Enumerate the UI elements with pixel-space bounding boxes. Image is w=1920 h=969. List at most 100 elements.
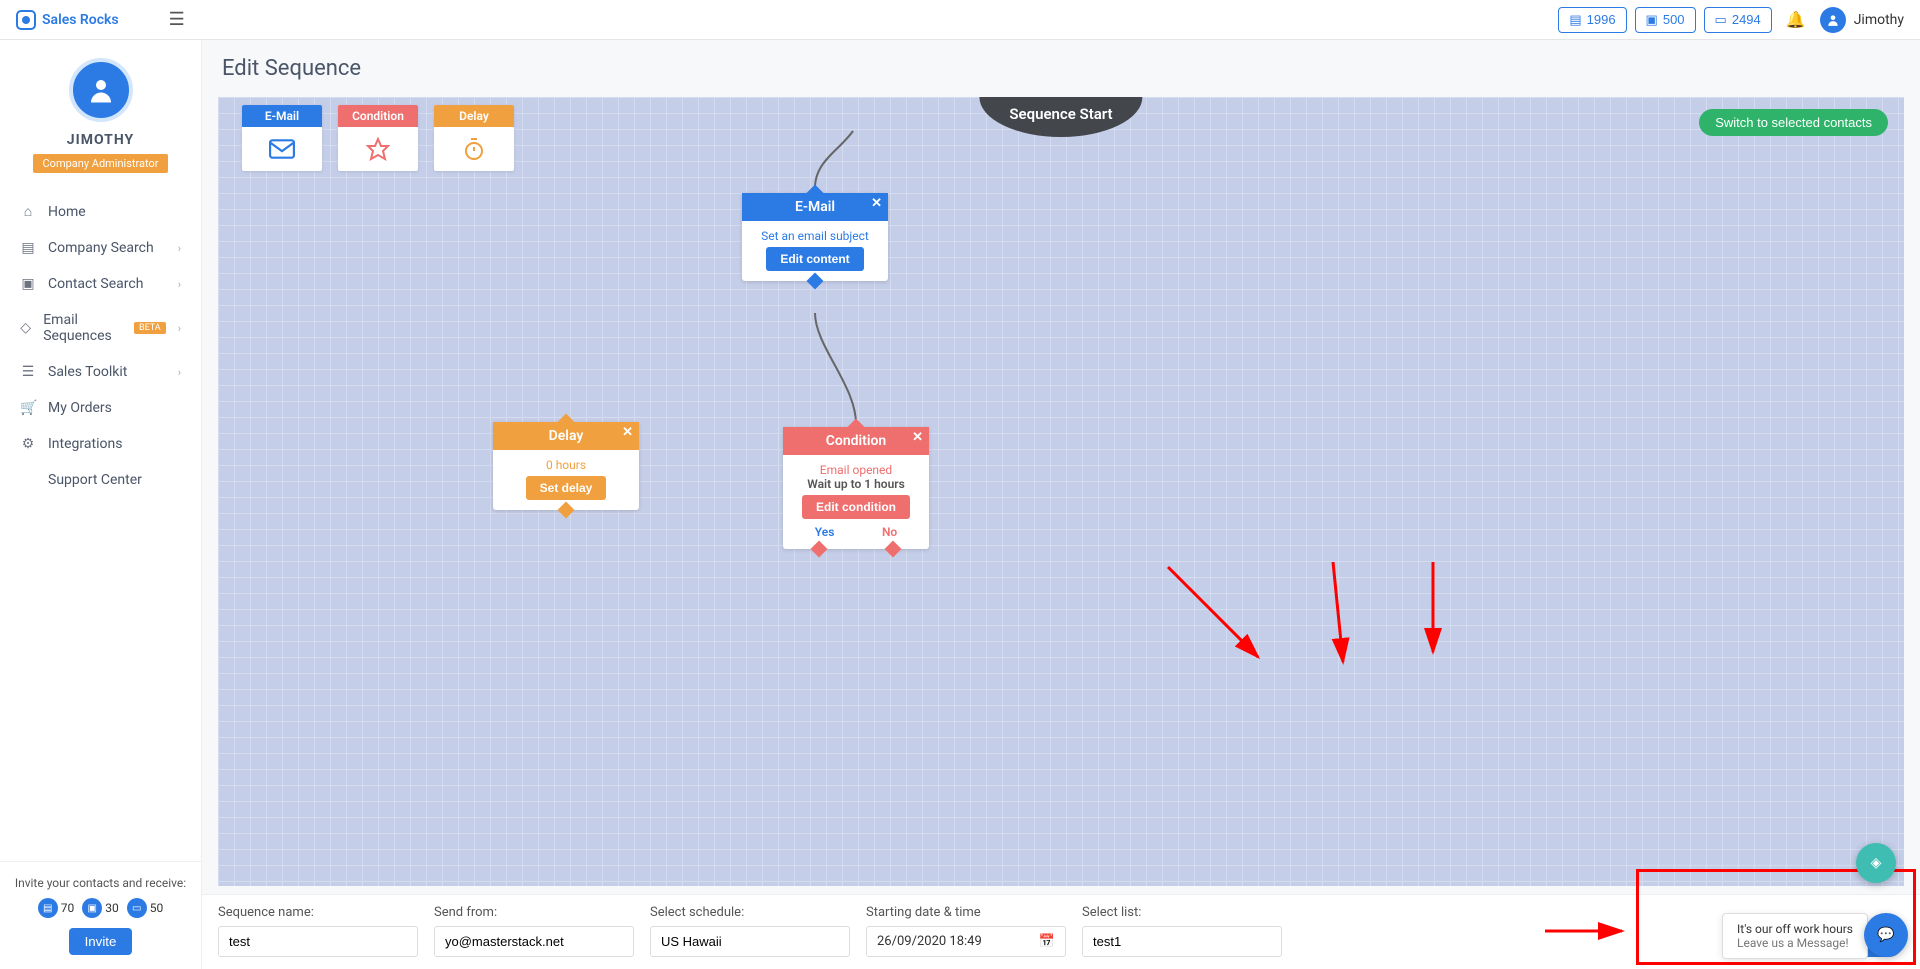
sequence-footer: Sequence name: Send from: Select schedul… <box>202 894 1920 969</box>
palette-label: Condition <box>338 105 418 127</box>
help-icon: ◈ <box>1871 855 1882 871</box>
edit-condition-button[interactable]: Edit condition <box>802 495 910 519</box>
nav-label: My Orders <box>48 400 112 416</box>
palette-condition[interactable]: Condition <box>338 105 418 171</box>
user-avatar-icon <box>1820 7 1846 33</box>
startdt-value: 26/09/2020 18:49 <box>877 934 982 949</box>
node-email[interactable]: E-Mail ✕ Set an email subject Edit conte… <box>742 193 888 281</box>
brand-logo-icon <box>16 10 36 30</box>
nav-support-center[interactable]: Support Center <box>0 462 201 498</box>
nav-my-orders[interactable]: 🛒 My Orders <box>0 390 201 426</box>
profile-name: JIMOTHY <box>10 132 191 148</box>
building-icon: ▤ <box>1569 12 1581 28</box>
nav-email-sequences[interactable]: ◇ Email Sequences BETA › <box>0 302 201 354</box>
sidebar: JIMOTHY Company Administrator ⌂ Home ▤ C… <box>0 40 202 969</box>
role-badge: Company Administrator <box>33 154 169 173</box>
chevron-right-icon: › <box>178 366 181 379</box>
sendfrom-label: Send from: <box>434 905 634 920</box>
close-icon[interactable]: ✕ <box>912 430 923 445</box>
startdt-input[interactable]: 26/09/2020 18:49 📅 <box>866 926 1066 957</box>
contact-icon: ▣ <box>20 276 36 292</box>
palette-email[interactable]: E-Mail <box>242 105 322 171</box>
sequence-start-node: Sequence Start <box>979 97 1142 137</box>
close-icon[interactable]: ✕ <box>622 425 633 440</box>
sequence-icon: ◇ <box>20 320 31 336</box>
canvas-edges <box>218 97 1904 886</box>
nav-company-search[interactable]: ▤ Company Search › <box>0 230 201 266</box>
sidebar-nav: ⌂ Home ▤ Company Search › ▣ Contact Sear… <box>0 193 201 498</box>
set-delay-button[interactable]: Set delay <box>526 476 607 500</box>
seqname-input[interactable] <box>218 926 418 957</box>
chat-icon: 💬 <box>1877 927 1894 943</box>
profile-avatar-icon <box>69 58 133 122</box>
schedule-label: Select schedule: <box>650 905 850 920</box>
nav-label: Support Center <box>48 472 142 488</box>
nav-label: Integrations <box>48 436 122 452</box>
sendfrom-input[interactable] <box>434 926 634 957</box>
stat-credits[interactable]: ▭ 2494 <box>1704 7 1772 33</box>
delay-value: 0 hours <box>501 458 631 472</box>
stat-contacts[interactable]: ▣ 500 <box>1635 7 1696 33</box>
beta-badge: BETA <box>134 322 166 334</box>
notifications-icon[interactable]: 🔔 <box>1780 10 1812 29</box>
stat-contacts-value: 500 <box>1663 12 1685 27</box>
condition-rule: Email opened <box>791 463 921 477</box>
credit-value: 70 <box>61 901 75 915</box>
node-title: E-Mail <box>795 199 835 215</box>
nav-integrations[interactable]: ⚙ Integrations <box>0 426 201 462</box>
stat-companies[interactable]: ▤ 1996 <box>1558 7 1626 33</box>
switch-contacts-button[interactable]: Switch to selected contacts <box>1699 109 1888 136</box>
chat-line1: It's our off work hours <box>1737 922 1853 936</box>
main: Edit Sequence E-Mail Condition Delay Swi… <box>202 40 1920 969</box>
condition-yes[interactable]: Yes <box>815 525 835 539</box>
list-select[interactable] <box>1082 926 1282 957</box>
nav-label: Contact Search <box>48 276 143 292</box>
annotation-arrow <box>1303 552 1363 672</box>
condition-wait: Wait up to 1 hours <box>791 477 921 491</box>
chevron-right-icon: › <box>178 242 181 255</box>
condition-no[interactable]: No <box>882 525 897 539</box>
sidebar-toggle-icon[interactable]: ☰ <box>169 9 185 30</box>
nav-label: Sales Toolkit <box>48 364 127 380</box>
page-title: Edit Sequence <box>202 40 1920 97</box>
brand-logo[interactable]: Sales Rocks <box>16 10 119 30</box>
credit-value: 30 <box>105 901 119 915</box>
email-subject-link[interactable]: Set an email subject <box>750 229 880 243</box>
annotation-arrow <box>1413 552 1453 662</box>
node-condition[interactable]: Condition ✕ Email opened Wait up to 1 ho… <box>783 427 929 549</box>
invite-credits: ▤70 ▣30 ▭50 <box>10 898 191 918</box>
node-title: Condition <box>826 433 887 449</box>
contact-icon: ▣ <box>1646 12 1658 28</box>
brand-name: Sales Rocks <box>42 12 119 28</box>
help-fab[interactable]: ◈ <box>1856 843 1896 883</box>
nav-sales-toolkit[interactable]: ☰ Sales Toolkit › <box>0 354 201 390</box>
close-icon[interactable]: ✕ <box>871 196 882 211</box>
user-name: Jimothy <box>1854 12 1904 28</box>
annotation-arrow <box>1158 557 1278 677</box>
palette-label: Delay <box>434 105 514 127</box>
chat-fab[interactable]: 💬 <box>1864 913 1908 957</box>
envelope-icon <box>242 127 322 171</box>
chat-popup: It's our off work hours Leave us a Messa… <box>1722 913 1868 959</box>
node-delay[interactable]: Delay ✕ 0 hours Set delay <box>493 422 639 510</box>
schedule-select[interactable] <box>650 926 850 957</box>
nav-label: Company Search <box>48 240 154 256</box>
stat-credits-value: 2494 <box>1732 12 1761 27</box>
briefcase-icon: ▭ <box>1715 12 1727 28</box>
credit-value: 50 <box>150 901 164 915</box>
credit-icon: ▣ <box>82 898 102 918</box>
edit-content-button[interactable]: Edit content <box>766 247 863 271</box>
node-palette: E-Mail Condition Delay <box>242 105 514 171</box>
star-icon <box>338 127 418 171</box>
invite-text: Invite your contacts and receive: <box>10 876 191 890</box>
user-menu[interactable]: Jimothy <box>1820 7 1904 33</box>
invite-button[interactable]: Invite <box>69 928 133 955</box>
sequence-canvas[interactable]: E-Mail Condition Delay Switch to selecte… <box>218 97 1904 886</box>
palette-delay[interactable]: Delay <box>434 105 514 171</box>
nav-home[interactable]: ⌂ Home <box>0 193 201 230</box>
credit-icon: ▭ <box>127 898 147 918</box>
nav-label: Email Sequences <box>43 312 118 344</box>
chevron-right-icon: › <box>178 322 181 335</box>
seqname-label: Sequence name: <box>218 905 418 920</box>
nav-contact-search[interactable]: ▣ Contact Search › <box>0 266 201 302</box>
